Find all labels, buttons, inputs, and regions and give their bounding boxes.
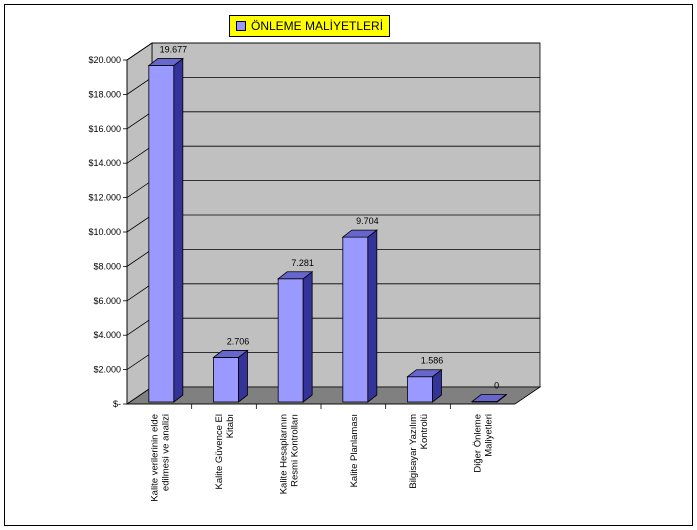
data-label: 19.677 xyxy=(160,45,188,55)
data-label: 1.586 xyxy=(421,356,444,366)
x-tick-label-line: Diğer Önleme xyxy=(473,414,484,473)
x-tick-label-line: edilmesi ve analizi xyxy=(160,414,171,491)
x-tick-label-line: Kalite verilerinin elde xyxy=(149,414,160,502)
x-tick-label: Kalite Planlaması xyxy=(349,414,360,487)
x-tick-label-line: Resmi Kontrolları xyxy=(290,414,301,487)
bar-top xyxy=(147,58,184,66)
y-tick-label: $2.000 xyxy=(93,365,121,375)
x-tick-label-line: Bilgisayar Yazılım xyxy=(408,414,419,489)
data-label: 7.281 xyxy=(291,258,314,268)
bar xyxy=(277,278,304,403)
bar-top xyxy=(406,369,443,378)
y-tick-label: $18.000 xyxy=(88,89,121,99)
x-tick-label-line: Kalite Planlaması xyxy=(349,414,360,487)
bar-side xyxy=(302,270,313,403)
y-tick-label: $14.000 xyxy=(88,158,121,168)
y-tick-label: $12.000 xyxy=(88,193,121,203)
bar xyxy=(407,376,433,403)
x-tick-label: Diğer Önleme Maliyetleri xyxy=(473,414,495,473)
y-tick-label: $- xyxy=(113,399,121,409)
bar xyxy=(213,357,239,403)
x-tick-label-line: Kitabı xyxy=(225,414,236,438)
gridline xyxy=(126,42,540,61)
bar xyxy=(148,65,175,403)
y-tick-label: $8.000 xyxy=(93,261,121,271)
y-tick-label: $16.000 xyxy=(88,124,121,134)
x-tick-label: Kalite Hesaplarının Resmi Kontrolları xyxy=(279,414,301,494)
bar-side xyxy=(367,229,378,403)
x-tick-label-line: Maliyetleri xyxy=(484,414,495,457)
data-label: 0 xyxy=(494,381,499,391)
bar-top xyxy=(212,350,249,358)
data-label: 9.704 xyxy=(356,216,379,226)
bar-side xyxy=(173,57,184,403)
x-tick-label: Kalite Güvence El Kitabı xyxy=(214,414,236,490)
x-tick-label: Kalite verilerinin elde edilmesi ve anali… xyxy=(149,414,171,502)
data-label: 2.706 xyxy=(227,336,250,346)
y-tick-label: $4.000 xyxy=(93,330,121,340)
x-tick-label: Bilgisayar Yazılım Kontrolü xyxy=(408,414,430,489)
bar-top xyxy=(341,229,378,238)
bar-side xyxy=(238,349,248,403)
bar xyxy=(342,236,369,403)
legend-label: ÖNLEME MALİYETLERİ xyxy=(251,19,384,33)
x-tick-label-line: Kalite Hesaplarının xyxy=(279,414,290,494)
y-tick-label: $20.000 xyxy=(88,55,121,65)
legend-swatch xyxy=(236,21,246,31)
bar-top xyxy=(471,394,508,402)
x-tick-label-line: Kontrolü xyxy=(419,414,430,449)
legend: ÖNLEME MALİYETLERİ xyxy=(229,15,391,37)
x-tick-label-line: Kalite Güvence El xyxy=(214,414,225,490)
bar-top xyxy=(277,271,314,280)
y-tick-label: $10.000 xyxy=(88,227,121,237)
y-tick-label: $6.000 xyxy=(93,296,121,306)
